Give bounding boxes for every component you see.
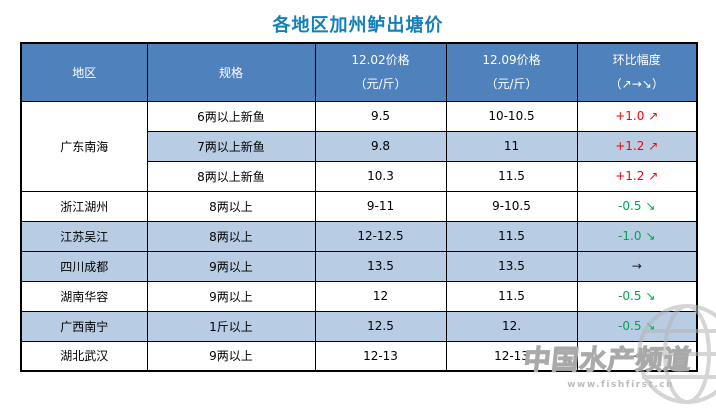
table-row: 7两以上新鱼 9.8 11 +1.2 ↗: [21, 130, 698, 162]
price-dec02-cell: 12.5: [314, 310, 447, 342]
region-cell: 江苏吴江: [20, 220, 148, 252]
table-row: 四川成都 9两以上 13.5 13.5 →: [20, 250, 698, 282]
header-spec: 规格: [146, 42, 316, 102]
price-dec02-cell: 12-13: [314, 340, 447, 372]
change-cell: -1.0 ↘: [576, 220, 698, 252]
region-cell: 湖北武汉: [20, 340, 148, 372]
header-price-1209-line1: 12.09价格: [482, 53, 541, 68]
spec-cell: 8两以上新鱼: [146, 160, 316, 192]
spec-cell: 9两以上: [146, 280, 316, 312]
trend-down-value: -0.5 ↘: [618, 289, 656, 303]
price-dec09-cell: 9-10.5: [445, 190, 578, 222]
spec-cell: 9两以上: [146, 340, 316, 372]
change-cell: →: [576, 340, 698, 372]
header-region: 地区: [20, 42, 148, 102]
trend-flat-value: →: [631, 259, 642, 273]
price-dec02-cell: 9.5: [314, 100, 447, 132]
header-row: 地区 规格 12.02价格 （元/斤） 12.09价格 （元/斤） 环比幅度 （…: [20, 42, 698, 102]
change-cell: -0.5 ↘: [576, 310, 698, 342]
table-row: 浙江湖州 8两以上 9-11 9-10.5 -0.5 ↘: [20, 190, 698, 222]
spec-cell: 9两以上: [146, 250, 316, 282]
region-cell: 广东南海: [20, 100, 148, 192]
price-dec09-cell: 10-10.5: [445, 100, 578, 132]
table-row: 湖北武汉 9两以上 12-13 12-13 →: [20, 340, 698, 372]
trend-down-value: -0.5 ↘: [618, 319, 656, 333]
change-cell: +1.0 ↗: [576, 100, 698, 132]
price-dec02-cell: 12-12.5: [314, 220, 447, 252]
price-table: 地区 规格 12.02价格 （元/斤） 12.09价格 （元/斤） 环比幅度 （…: [20, 42, 698, 372]
change-cell: -0.5 ↘: [576, 280, 698, 312]
header-price-1202-line2: （元/斤）: [354, 77, 407, 92]
price-dec09-cell: 12-13: [445, 340, 578, 372]
change-cell: +1.2 ↗: [576, 130, 698, 162]
price-dec09-cell: 11.5: [445, 220, 578, 252]
header-change-line2: （↗→↘）: [609, 77, 664, 92]
header-price-1202: 12.02价格 （元/斤）: [314, 42, 447, 102]
price-dec02-cell: 12: [314, 280, 447, 312]
spec-cell: 7两以上新鱼: [146, 130, 316, 162]
price-dec02-cell: 9-11: [314, 190, 447, 222]
spec-cell: 6两以上新鱼: [146, 100, 316, 132]
change-cell: -0.5 ↘: [576, 190, 698, 222]
spec-cell: 1斤以上: [146, 310, 316, 342]
table-row: 湖南华容 9两以上 12 11.5 -0.5 ↘: [20, 280, 698, 312]
price-dec09-cell: 11.5: [445, 280, 578, 312]
trend-flat-value: →: [631, 348, 642, 363]
region-cell: 湖南华容: [20, 280, 148, 312]
header-change: 环比幅度 （↗→↘）: [576, 42, 698, 102]
table-row: 8两以上新鱼 10.3 11.5 +1.2 ↗: [21, 160, 698, 192]
trend-down-value: -0.5 ↘: [618, 199, 656, 213]
table-row: 广东南海 6两以上新鱼 9.5 10-10.5 +1.0 ↗: [20, 100, 698, 192]
trend-up-value: +1.2 ↗: [615, 169, 659, 183]
price-dec09-cell: 11: [445, 130, 578, 162]
page-title: 各地区加州鲈出塘价: [272, 15, 444, 36]
change-cell: +1.2 ↗: [576, 160, 698, 192]
price-dec09-cell: 11.5: [445, 160, 578, 192]
region-cell: 浙江湖州: [20, 190, 148, 222]
header-change-line1: 环比幅度: [612, 53, 661, 68]
spec-cell: 8两以上: [146, 190, 316, 222]
trend-up-value: +1.0 ↗: [615, 109, 659, 123]
header-price-1202-line1: 12.02价格: [351, 53, 410, 68]
price-dec02-cell: 13.5: [314, 250, 447, 282]
region-cell: 广西南宁: [20, 310, 148, 342]
header-price-1209-line2: （元/斤）: [485, 77, 538, 92]
table-row: 江苏吴江 8两以上 12-12.5 11.5 -1.0 ↘: [20, 220, 698, 252]
trend-down-value: -1.0 ↘: [618, 229, 656, 243]
region-cell: 四川成都: [20, 250, 148, 282]
spec-cell: 8两以上: [146, 220, 316, 252]
table-row: 广西南宁 1斤以上 12.5 12. -0.5 ↘: [20, 310, 698, 342]
price-dec02-cell: 10.3: [314, 160, 447, 192]
change-cell: →: [576, 250, 698, 282]
price-dec02-cell: 9.8: [314, 130, 447, 162]
price-dec09-cell: 13.5: [445, 250, 578, 282]
header-price-1209: 12.09价格 （元/斤）: [445, 42, 578, 102]
watermark-url: www.fishfirst.cn: [567, 380, 674, 390]
price-dec09-cell: 12.: [445, 310, 578, 342]
trend-up-value: +1.2 ↗: [615, 139, 659, 153]
